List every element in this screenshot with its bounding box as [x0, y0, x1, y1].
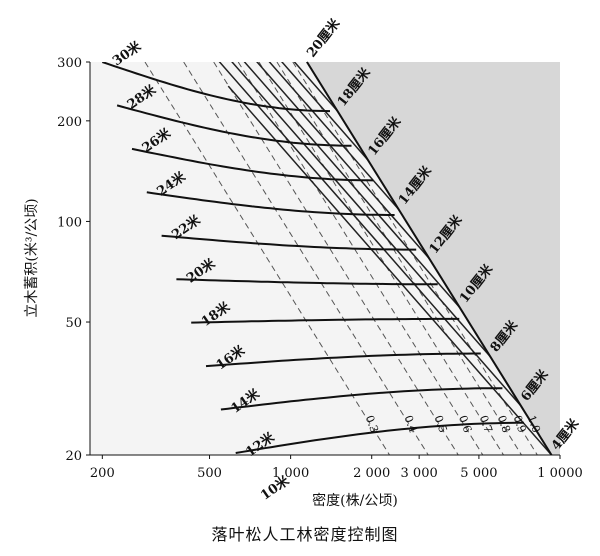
- y-tick-label: 20: [65, 449, 82, 464]
- diameter-line: [218, 62, 522, 407]
- density-index-lines: [144, 62, 538, 455]
- density-index-label: 0.6: [456, 414, 474, 435]
- x-tick-label: 1 000: [272, 466, 309, 481]
- height-curve: [205, 352, 481, 368]
- density-index-label: 0.7: [477, 414, 495, 435]
- diameter-line: [256, 62, 430, 259]
- density-index-line: [213, 62, 459, 455]
- diameter-line: [243, 62, 461, 309]
- height-curve: [235, 421, 524, 454]
- height-curve: [116, 104, 352, 147]
- density-index-line: [183, 62, 429, 455]
- diameter-lines: [218, 62, 553, 455]
- density-index-label: 0.8: [495, 414, 513, 435]
- maximum-density-line: [306, 61, 553, 456]
- chart-title: 落叶松人工林密度控制图: [211, 525, 398, 544]
- diameter-line: [281, 62, 369, 161]
- diameter-line: [231, 62, 491, 358]
- diameter-line: [227, 85, 553, 455]
- density-index-label: 0.5: [431, 414, 449, 435]
- height-curve: [220, 387, 503, 411]
- y-tick-label: 100: [57, 215, 82, 230]
- height-curve: [131, 147, 374, 182]
- density-index-line: [144, 62, 390, 455]
- y-tick-label: 200: [57, 115, 82, 130]
- x-tick-label: 2 000: [353, 466, 390, 481]
- diameter-line: [305, 62, 307, 63]
- height-curve: [101, 62, 331, 113]
- x-tick-label: 5 000: [460, 466, 497, 481]
- axes: 200 500 1 000 2 000 3 000 5 000 1 0000 20 50 100 2…: [57, 56, 583, 481]
- y-axis-title: 立木蓄积(米³/公顷): [24, 198, 40, 317]
- y-tick-label: 50: [65, 316, 82, 331]
- height-curve: [146, 191, 395, 216]
- height-curves: [101, 62, 524, 454]
- density-index-line: [276, 62, 522, 455]
- over-density-zone: [306, 62, 560, 455]
- x-tick-label: 1 0000: [537, 466, 583, 481]
- height-curve: [191, 317, 460, 324]
- density-index-line: [292, 62, 538, 455]
- x-tick-label: 500: [197, 466, 222, 481]
- y-tick-label: 300: [57, 56, 82, 71]
- density-index-label: 0.4: [401, 414, 419, 435]
- density-index-label: 1.0: [525, 414, 543, 435]
- diameter-line: [268, 62, 400, 210]
- diameter-label: 20厘米: [304, 15, 344, 60]
- density-index-label: 0.9: [511, 414, 529, 435]
- x-axis-title: 密度(株/公顷): [312, 492, 398, 509]
- density-index-label: 0.3: [363, 414, 381, 435]
- x-tick-label: 3 000: [401, 466, 438, 481]
- x-tick-label: 200: [90, 466, 115, 481]
- height-curve: [161, 234, 417, 251]
- height-curve: [176, 278, 438, 286]
